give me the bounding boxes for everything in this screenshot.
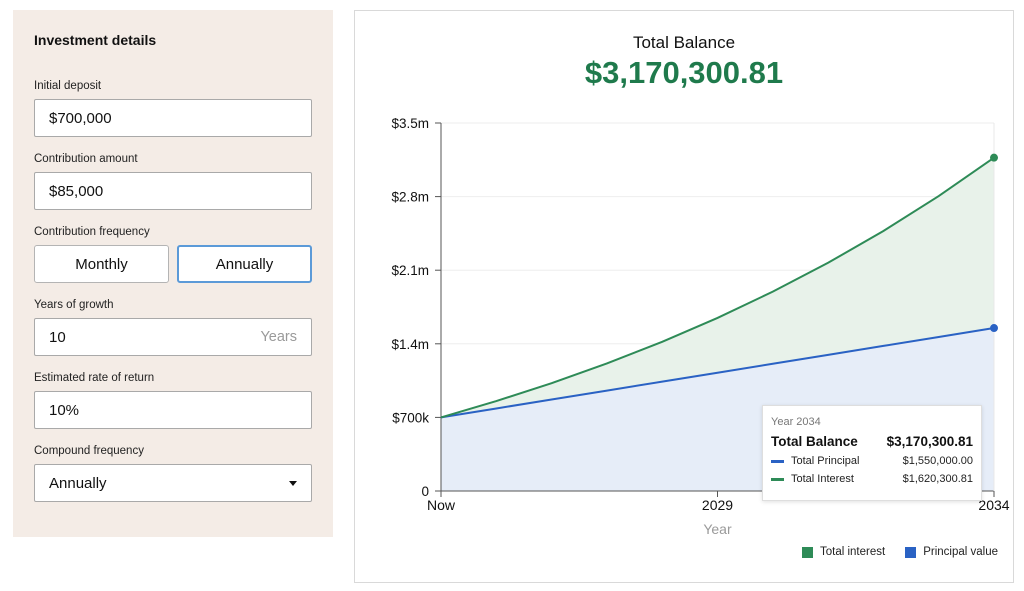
- years-of-growth-label: Years of growth: [34, 299, 114, 311]
- principal-square-icon: [905, 546, 917, 558]
- interest-square-icon: [802, 546, 813, 558]
- tooltip-interest-label: Total Interest: [791, 473, 854, 485]
- chart-tooltip: Year 2034 Total Balance $3,170,300.81 To…: [762, 405, 982, 501]
- interest-area: [441, 157, 994, 418]
- initial-deposit-input[interactable]: $700,000: [34, 99, 312, 137]
- y-tick-label: $3.5m: [391, 116, 429, 131]
- tooltip-total-value: $3,170,300.81: [886, 434, 973, 449]
- tooltip-principal-row: Total Principal $1,550,000.00: [771, 455, 973, 467]
- years-suffix: Years: [260, 329, 297, 345]
- monthly-button[interactable]: Monthly: [34, 245, 169, 283]
- tooltip-principal-label: Total Principal: [791, 455, 860, 467]
- tooltip-total-row: Total Balance $3,170,300.81: [771, 434, 973, 449]
- legend-interest-label: Total interest: [820, 546, 886, 558]
- legend-principal-label: Principal value: [923, 546, 998, 558]
- contribution-amount-label: Contribution amount: [34, 153, 138, 165]
- compound-frequency-label: Compound frequency: [34, 445, 144, 457]
- balance-chart-card: Total Balance $3,170,300.81 0 $700k $1.4m $…: [354, 10, 1014, 583]
- contribution-amount-value: $85,000: [49, 182, 104, 200]
- legend-item-interest[interactable]: Total interest: [802, 546, 885, 558]
- initial-deposit-value: $700,000: [49, 109, 112, 127]
- annually-button[interactable]: Annually: [177, 245, 312, 283]
- y-tick-label: $1.4m: [391, 337, 429, 352]
- y-tick-label: 0: [421, 484, 429, 499]
- chart-legend: Total interest Principal value: [782, 546, 998, 558]
- y-tick-label: $2.8m: [391, 190, 429, 205]
- investment-details-panel: Investment details Initial deposit $700,…: [13, 10, 333, 537]
- rate-of-return-label: Estimated rate of return: [34, 372, 155, 384]
- interest-endpoint: [990, 153, 998, 162]
- rate-of-return-input[interactable]: 10%: [34, 391, 312, 429]
- initial-deposit-label: Initial deposit: [34, 80, 102, 92]
- tooltip-interest-value: $1,620,300.81: [902, 473, 973, 485]
- contribution-amount-input[interactable]: $85,000: [34, 172, 312, 210]
- rate-of-return-value: 10%: [49, 401, 80, 419]
- principal-line: [440, 327, 995, 419]
- compound-frequency-value: Annually: [49, 474, 107, 492]
- total-balance-label: Total Balance: [632, 33, 736, 52]
- years-of-growth-value: 10: [49, 328, 66, 346]
- years-of-growth-input[interactable]: 10 Years: [34, 318, 312, 356]
- tooltip-year: Year 2034: [771, 416, 821, 428]
- y-tick-label: $700k: [392, 410, 429, 425]
- principal-endpoint: [990, 324, 998, 333]
- legend-item-principal[interactable]: Principal value: [905, 546, 998, 558]
- interest-line: [440, 156, 995, 419]
- contribution-frequency-label: Contribution frequency: [34, 226, 150, 238]
- compound-frequency-select[interactable]: Annually: [34, 464, 312, 502]
- principal-swatch-icon: [771, 459, 784, 463]
- x-tick-label: Now: [427, 497, 456, 513]
- interest-swatch-icon: [771, 477, 784, 481]
- y-tick-label: $2.1m: [391, 263, 429, 278]
- panel-title: Investment details: [34, 32, 157, 48]
- x-tick-label: 2029: [702, 497, 733, 513]
- total-balance-value: $3,170,300.81: [584, 55, 784, 90]
- tooltip-principal-value: $1,550,000.00: [902, 455, 973, 467]
- chevron-down-icon: [289, 480, 297, 486]
- tooltip-total-label: Total Balance: [771, 434, 858, 449]
- x-axis-label: Year: [703, 521, 732, 537]
- x-tick-label: 2034: [978, 497, 1009, 513]
- tooltip-interest-row: Total Interest $1,620,300.81: [771, 473, 973, 485]
